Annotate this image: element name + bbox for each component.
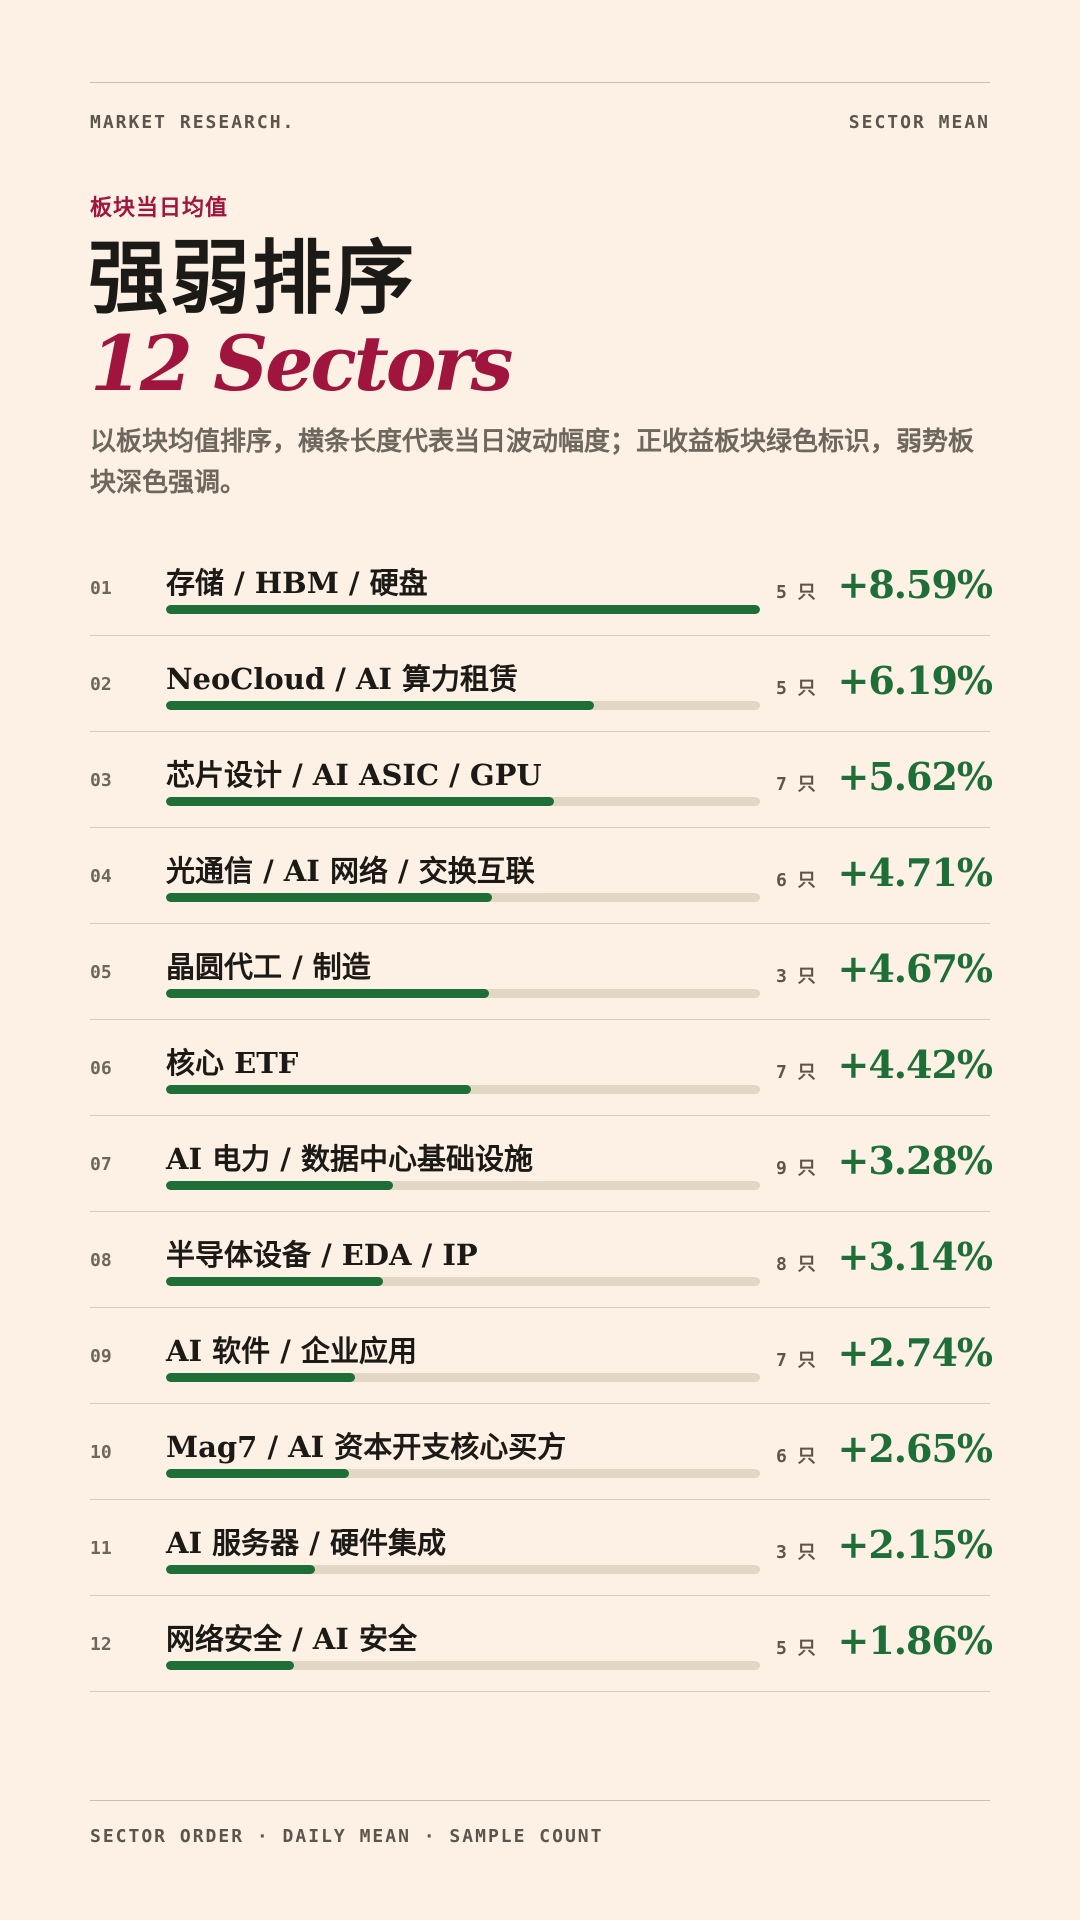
sample-count: 5 只 <box>776 678 816 699</box>
bar-track <box>166 1661 760 1670</box>
sector-row: 11 AI 服务器 / 硬件集成 3 只 +2.15% <box>90 1500 993 1596</box>
bar-track <box>166 1085 760 1094</box>
sector-rank: 11 <box>90 1538 112 1559</box>
bar-track <box>166 1565 760 1574</box>
sector-row: 08 半导体设备 / EDA / IP 8 只 +3.14% <box>90 1212 993 1308</box>
sample-count: 9 只 <box>776 1158 816 1179</box>
bar-track <box>166 1277 760 1286</box>
sample-count: 6 只 <box>776 870 816 891</box>
page-title: 强弱排序 <box>88 231 416 325</box>
bar-fill <box>166 797 555 806</box>
sector-name: 网络安全 / AI 安全 <box>166 1622 417 1656</box>
sector-row: 03 芯片设计 / AI ASIC / GPU 7 只 +5.62% <box>90 732 993 828</box>
sector-row: 06 核心 ETF 7 只 +4.42% <box>90 1020 993 1116</box>
sector-row: 12 网络安全 / AI 安全 5 只 +1.86% <box>90 1596 993 1692</box>
bar-track <box>166 1181 760 1190</box>
sector-rank: 09 <box>90 1346 112 1367</box>
page-title-en: 12 Sectors <box>90 319 513 408</box>
data-label: +1.86% <box>837 1618 993 1663</box>
bar-fill <box>166 1181 393 1190</box>
bar-fill <box>166 1565 315 1574</box>
sample-count: 3 只 <box>776 1542 816 1563</box>
sector-name: AI 电力 / 数据中心基础设施 <box>166 1142 533 1176</box>
bar-fill <box>166 989 490 998</box>
kicker: 板块当日均值 <box>90 196 229 221</box>
sample-count: 7 只 <box>776 1062 816 1083</box>
bar-track <box>166 1469 760 1478</box>
page-subtitle: 以板块均值排序，横条长度代表当日波动幅度；正收益板块绿色标识，弱势板块深色强调。 <box>90 427 975 498</box>
footer-caption: SECTOR ORDER · DAILY MEAN · SAMPLE COUNT <box>90 1826 604 1847</box>
data-label: +4.71% <box>837 850 993 895</box>
sector-name: 存储 / HBM / 硬盘 <box>166 566 428 600</box>
data-label: +4.67% <box>837 946 993 991</box>
bar-fill <box>166 701 594 710</box>
sector-row: 04 光通信 / AI 网络 / 交换互联 6 只 +4.71% <box>90 828 993 924</box>
data-label: +8.59% <box>837 562 993 607</box>
sector-name: Mag7 / AI 资本开支核心买方 <box>166 1430 567 1464</box>
data-label: +2.74% <box>837 1330 993 1375</box>
data-label: +5.62% <box>837 754 993 799</box>
sector-row: 02 NeoCloud / AI 算力租赁 5 只 +6.19% <box>90 636 993 732</box>
sector-rank: 12 <box>90 1634 112 1655</box>
bar-fill <box>166 893 492 902</box>
sector-row: 10 Mag7 / AI 资本开支核心买方 6 只 +2.65% <box>90 1404 993 1500</box>
header-section-label: SECTOR MEAN <box>848 112 990 133</box>
footer-divider <box>90 1800 990 1801</box>
sector-name: 光通信 / AI 网络 / 交换互联 <box>166 854 535 888</box>
sample-count: 6 只 <box>776 1446 816 1467</box>
data-label: +6.19% <box>837 658 993 703</box>
sector-name: 芯片设计 / AI ASIC / GPU <box>166 758 542 792</box>
bar-track <box>166 989 760 998</box>
bar-fill <box>166 605 760 614</box>
bar-fill <box>166 1085 472 1094</box>
bar-fill <box>166 1469 349 1478</box>
sample-count: 5 只 <box>776 1638 816 1659</box>
sector-rank: 07 <box>90 1154 112 1175</box>
bar-track <box>166 1373 760 1382</box>
sector-ranking-chart: 01 存储 / HBM / 硬盘 5 只 +8.59% 02 NeoCloud / AI … <box>90 540 993 1692</box>
bar-fill <box>166 1277 383 1286</box>
sector-row: 05 晶圆代工 / 制造 3 只 +4.67% <box>90 924 993 1020</box>
bar-fill <box>166 1661 295 1670</box>
bar-track <box>166 797 760 806</box>
top-divider <box>90 82 990 83</box>
bar-track <box>166 605 760 614</box>
sector-name: 半导体设备 / EDA / IP <box>166 1238 478 1272</box>
sample-count: 5 只 <box>776 582 816 603</box>
page: MARKET RESEARCH. SECTOR MEAN 板块当日均值 强弱排序… <box>88 0 993 1920</box>
sector-name: 晶圆代工 / 制造 <box>166 950 371 984</box>
data-label: +4.42% <box>837 1042 993 1087</box>
sector-rank: 01 <box>90 578 112 599</box>
sector-name: 核心 ETF <box>166 1046 299 1080</box>
sample-count: 8 只 <box>776 1254 816 1275</box>
sector-row: 09 AI 软件 / 企业应用 7 只 +2.74% <box>90 1308 993 1404</box>
data-label: +3.14% <box>837 1234 993 1279</box>
sample-count: 7 只 <box>776 774 816 795</box>
sample-count: 7 只 <box>776 1350 816 1371</box>
sector-rank: 02 <box>90 674 112 695</box>
data-label: +2.65% <box>837 1426 993 1471</box>
sector-rank: 03 <box>90 770 112 791</box>
bar-fill <box>166 1373 356 1382</box>
bar-track <box>166 701 760 710</box>
sector-rank: 06 <box>90 1058 112 1079</box>
sector-rank: 04 <box>90 866 112 887</box>
sector-row: 07 AI 电力 / 数据中心基础设施 9 只 +3.28% <box>90 1116 993 1212</box>
sector-name: AI 服务器 / 硬件集成 <box>166 1526 446 1560</box>
sector-rank: 08 <box>90 1250 112 1271</box>
bar-track <box>166 893 760 902</box>
sector-row: 01 存储 / HBM / 硬盘 5 只 +8.59% <box>90 540 993 636</box>
sector-name: AI 软件 / 企业应用 <box>166 1334 417 1368</box>
sector-name: NeoCloud / AI 算力租赁 <box>166 662 519 696</box>
data-label: +3.28% <box>837 1138 993 1183</box>
header-brand: MARKET RESEARCH. <box>90 112 296 133</box>
data-label: +2.15% <box>837 1522 993 1567</box>
sector-rank: 10 <box>90 1442 112 1463</box>
sector-rank: 05 <box>90 962 112 983</box>
sample-count: 3 只 <box>776 966 816 987</box>
